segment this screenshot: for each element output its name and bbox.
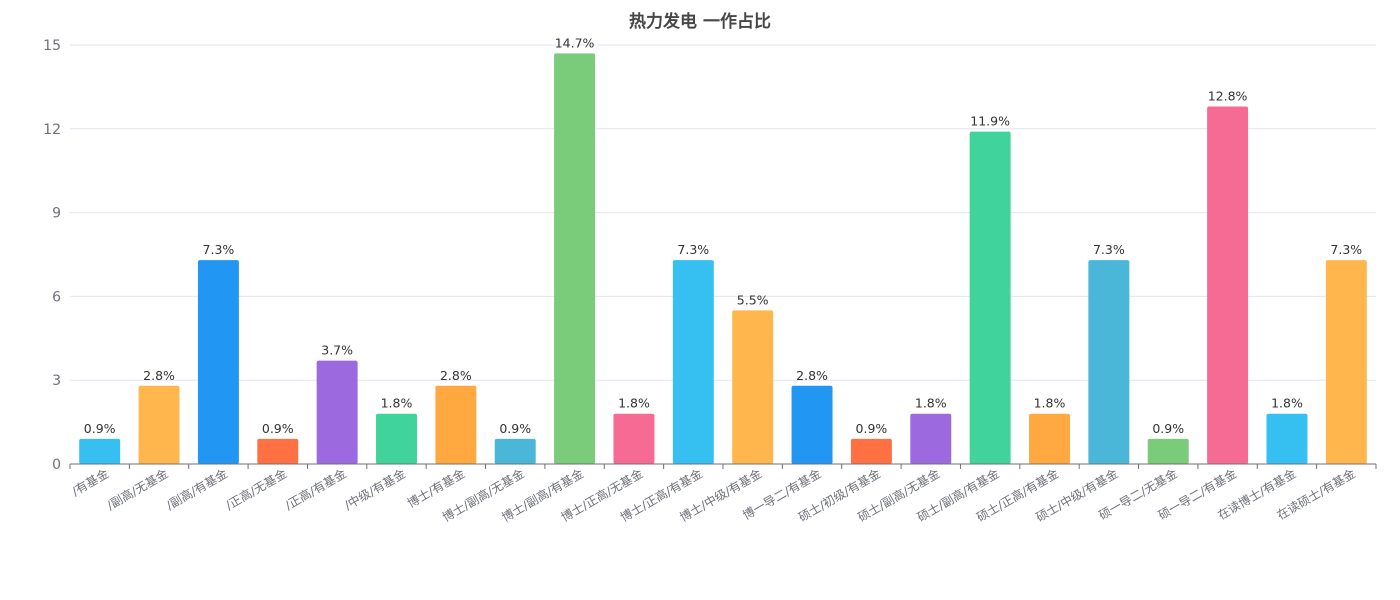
bar[interactable] [79,438,121,464]
x-tick-label: /有基金 [69,466,111,499]
data-labels: 0.9% 2.8% 7.3% 0.9% 3.7% 1.8% 2.8% 0.9% 14.7% 1.8… [84,35,1363,435]
bar[interactable] [1207,106,1249,464]
bar[interactable] [197,260,239,464]
bars [79,53,1367,465]
bar[interactable] [613,413,655,464]
chart-title: 热力发电 一作占比 [629,11,771,32]
bar[interactable] [969,131,1011,465]
x-tick-label: /中级/有基金 [342,466,408,513]
bar[interactable] [672,260,714,464]
data-label: 2.8% [440,368,472,383]
bar[interactable] [1266,413,1308,464]
bar[interactable] [910,413,952,464]
bar[interactable] [316,360,358,464]
x-tick-label: /副高/无基金 [104,466,170,513]
bar[interactable] [1325,260,1367,464]
bar[interactable] [554,53,596,464]
y-tick-label: 12 [43,122,61,138]
x-tick-label: /副高/有基金 [163,466,229,513]
data-label: 1.8% [1271,396,1303,411]
data-label: 0.9% [84,421,116,436]
data-label: 1.8% [1034,396,1066,411]
y-tick-label: 15 [43,38,61,54]
data-label: 11.9% [970,114,1010,129]
data-label: 7.3% [1330,242,1362,257]
data-label: 2.8% [796,368,828,383]
y-tick-label: 9 [52,206,61,222]
bar[interactable] [494,438,536,464]
bar[interactable] [1088,260,1130,464]
data-label: 0.9% [499,421,531,436]
bar[interactable] [732,310,774,464]
bar[interactable] [376,413,417,464]
x-axis-ticks: /有基金/副高/无基金/副高/有基金/正高/无基金/正高/有基金/中级/有基金博… [69,464,1377,525]
bar[interactable] [850,438,892,464]
data-label: 12.8% [1208,88,1248,103]
bar[interactable] [257,438,299,464]
x-tick-label: /正高/有基金 [282,466,348,513]
bar[interactable] [138,385,180,464]
data-label: 7.3% [677,242,709,257]
data-label: 5.5% [737,292,769,307]
bar[interactable] [791,385,833,464]
bar[interactable] [435,385,477,464]
data-label: 7.3% [203,242,235,257]
y-tick-label: 6 [52,289,61,305]
data-label: 7.3% [1093,242,1125,257]
y-tick-label: 3 [52,373,61,389]
data-label: 14.7% [555,35,595,50]
data-label: 1.8% [915,396,947,411]
y-tick-label: 0 [52,457,61,473]
data-label: 1.8% [618,396,650,411]
x-tick-label: /正高/无基金 [223,466,289,513]
y-axis-ticks: 0 3 6 9 12 15 [43,38,61,473]
data-label: 1.8% [381,396,413,411]
data-label: 2.8% [143,368,175,383]
bar[interactable] [1029,413,1070,464]
data-label: 3.7% [321,343,353,358]
data-label: 0.9% [1152,421,1184,436]
data-label: 0.9% [262,421,294,436]
bar[interactable] [1147,438,1189,464]
grid-lines [70,44,1376,381]
data-label: 0.9% [856,421,888,436]
